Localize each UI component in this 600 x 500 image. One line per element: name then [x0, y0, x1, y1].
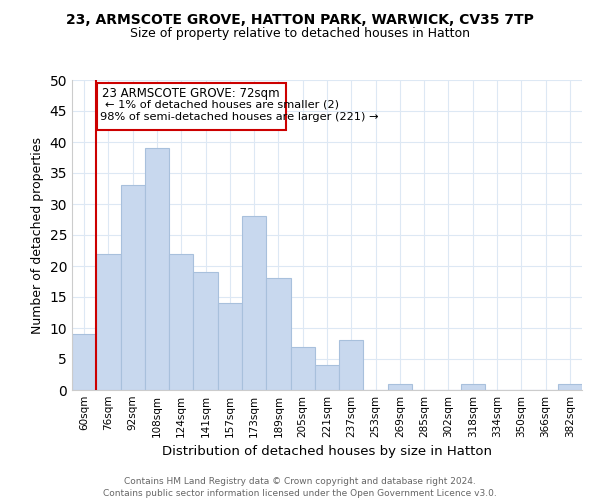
Bar	[145, 148, 169, 390]
Bar	[218, 303, 242, 390]
Text: 23 ARMSCOTE GROVE: 72sqm: 23 ARMSCOTE GROVE: 72sqm	[103, 88, 280, 101]
Bar	[290, 346, 315, 390]
Bar	[72, 334, 96, 390]
Y-axis label: Number of detached properties: Number of detached properties	[31, 136, 44, 334]
Text: Contains HM Land Registry data © Crown copyright and database right 2024.: Contains HM Land Registry data © Crown c…	[124, 478, 476, 486]
Text: Size of property relative to detached houses in Hatton: Size of property relative to detached ho…	[130, 28, 470, 40]
Text: 98% of semi-detached houses are larger (221) →: 98% of semi-detached houses are larger (…	[100, 112, 379, 122]
Bar	[558, 384, 582, 390]
X-axis label: Distribution of detached houses by size in Hatton: Distribution of detached houses by size …	[162, 446, 492, 458]
Bar	[339, 340, 364, 390]
Bar	[242, 216, 266, 390]
Bar	[461, 384, 485, 390]
Bar	[193, 272, 218, 390]
Bar	[121, 186, 145, 390]
Text: ← 1% of detached houses are smaller (2): ← 1% of detached houses are smaller (2)	[105, 100, 339, 110]
Text: 23, ARMSCOTE GROVE, HATTON PARK, WARWICK, CV35 7TP: 23, ARMSCOTE GROVE, HATTON PARK, WARWICK…	[66, 12, 534, 26]
Bar	[315, 365, 339, 390]
Text: Contains public sector information licensed under the Open Government Licence v3: Contains public sector information licen…	[103, 489, 497, 498]
Bar	[388, 384, 412, 390]
FancyBboxPatch shape	[97, 83, 286, 130]
Bar	[169, 254, 193, 390]
Bar	[266, 278, 290, 390]
Bar	[96, 254, 121, 390]
